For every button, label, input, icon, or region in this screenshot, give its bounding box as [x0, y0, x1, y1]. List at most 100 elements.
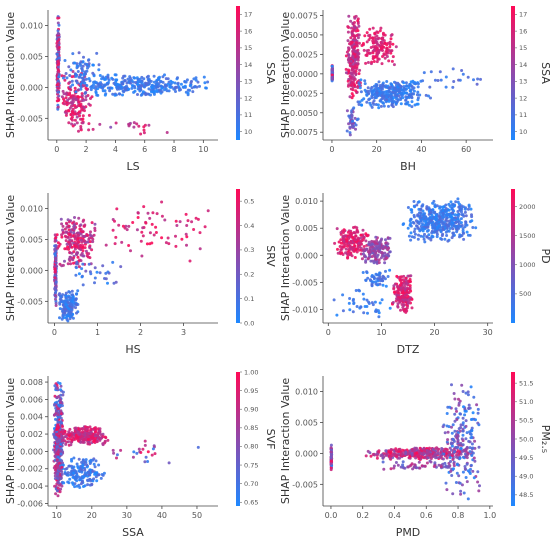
data-point: [464, 419, 468, 423]
data-point: [464, 424, 468, 428]
data-point: [111, 92, 115, 96]
data-point: [374, 38, 378, 41]
data-point: [446, 430, 450, 434]
data-point: [451, 227, 455, 231]
data-point: [86, 66, 89, 70]
data-point: [350, 110, 354, 114]
data-point: [141, 234, 145, 238]
data-point: [342, 234, 346, 238]
data-point: [202, 75, 206, 79]
data-point: [455, 225, 459, 228]
data-point: [126, 77, 130, 81]
data-point: [53, 247, 57, 251]
data-point: [142, 77, 146, 81]
data-point: [459, 447, 463, 450]
data-point: [460, 450, 464, 453]
data-point: [388, 250, 392, 254]
data-point: [81, 283, 85, 287]
data-point: [356, 29, 360, 33]
data-point: [73, 485, 77, 489]
data-point: [408, 223, 412, 227]
data-point: [150, 453, 154, 457]
data-point: [410, 453, 414, 457]
data-point: [382, 101, 385, 105]
data-point: [443, 237, 447, 241]
data-point: [383, 56, 387, 60]
data-point: [401, 278, 405, 282]
data-point: [435, 220, 439, 224]
data-point: [450, 216, 454, 220]
data-point: [429, 70, 433, 74]
data-point: [382, 52, 386, 56]
data-point: [78, 227, 82, 231]
data-point: [435, 227, 439, 230]
data-point: [70, 435, 74, 439]
data-point: [413, 232, 417, 236]
data-point: [339, 231, 343, 234]
data-point: [67, 224, 71, 228]
data-point: [441, 211, 445, 215]
data-point: [435, 217, 439, 221]
data-point: [392, 287, 396, 291]
data-point: [82, 438, 86, 442]
data-point: [377, 36, 381, 40]
data-point: [408, 449, 412, 453]
data-point: [76, 231, 80, 235]
data-point: [345, 237, 348, 241]
data-point: [80, 275, 84, 279]
y-axis-label: SHAP Interaction Value: [4, 195, 17, 322]
data-point: [387, 450, 391, 454]
points: [53, 200, 210, 323]
data-point: [452, 450, 456, 454]
data-point: [110, 76, 114, 80]
data-point: [346, 79, 350, 83]
data-point: [365, 100, 369, 104]
data-point: [471, 411, 475, 415]
data-point: [64, 442, 68, 446]
data-point: [385, 80, 389, 83]
data-point: [355, 250, 359, 254]
x-tick-label: 2: [84, 145, 89, 154]
data-point: [459, 423, 463, 427]
data-point: [76, 112, 79, 116]
data-point: [459, 489, 463, 493]
data-point: [75, 252, 78, 256]
data-point: [54, 280, 58, 284]
x-tick-label: 3: [181, 328, 186, 337]
data-point: [433, 78, 437, 82]
data-point: [79, 223, 83, 227]
data-point: [397, 453, 400, 457]
color-bar-tick-label: 12: [519, 94, 527, 102]
data-point: [75, 428, 78, 432]
data-point: [365, 49, 369, 53]
data-point: [143, 443, 147, 447]
data-point: [341, 293, 345, 297]
data-point: [389, 34, 393, 37]
data-point: [423, 212, 427, 216]
data-point: [93, 226, 97, 230]
data-point: [359, 78, 363, 82]
data-point: [375, 83, 379, 87]
y-tick-label: -0.010: [292, 305, 318, 314]
data-point: [367, 34, 371, 38]
data-point: [86, 442, 90, 446]
data-point: [72, 456, 76, 460]
data-point: [81, 64, 85, 68]
color-bar: [236, 6, 240, 140]
data-point: [398, 279, 402, 282]
data-point: [129, 249, 132, 253]
data-point: [460, 483, 464, 487]
data-point: [96, 87, 100, 91]
data-point: [402, 304, 406, 307]
x-tick-label: 0: [326, 328, 331, 337]
data-point: [451, 231, 455, 235]
data-point: [165, 131, 169, 134]
color-bar-tick-label: 16: [519, 27, 527, 35]
data-point: [77, 51, 81, 55]
color-bar-tick-label: 16: [244, 27, 252, 35]
data-point: [410, 210, 414, 214]
data-point: [455, 418, 459, 421]
data-point: [91, 240, 95, 244]
data-point: [175, 224, 179, 227]
data-point: [410, 105, 414, 109]
